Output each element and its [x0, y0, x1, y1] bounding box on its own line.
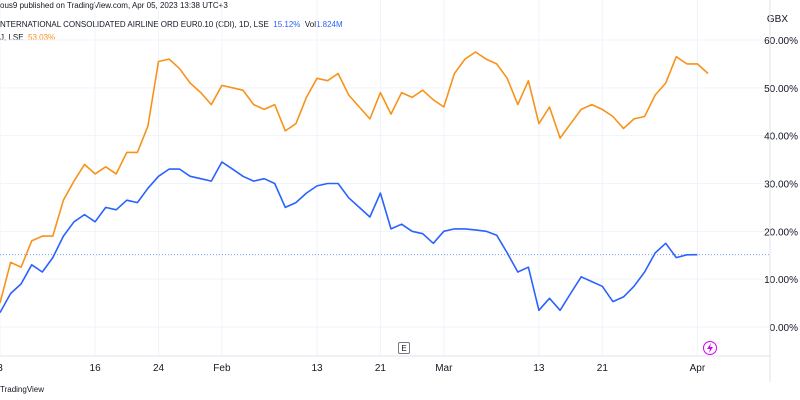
bolt-icon[interactable]: [703, 341, 717, 355]
y-axis: GBX 0.00% 10.00% 20.00% 30.00% 40.00% 50.00% 6…: [764, 14, 798, 334]
symbol1-vol-label: Vol: [304, 20, 316, 29]
symbol1-legend: NTERNATIONAL CONSOLIDATED AIRLINE ORD EU…: [0, 20, 343, 29]
x-tick-label: 16: [90, 363, 102, 374]
chart-header: ous9 published on TradingView.com, Apr 0…: [0, 0, 800, 46]
y-tick-label: 60.00%: [764, 36, 798, 47]
y-tick-label: 30.00%: [764, 180, 798, 191]
symbol2-legend: J, LSE 53.03%: [0, 33, 55, 42]
series-line-blue: [0, 161, 698, 313]
y-tick-label: 20.00%: [764, 227, 798, 238]
currency-label: GBX: [767, 14, 788, 25]
x-tick-label: 24: [153, 363, 165, 374]
symbol1-name: NTERNATIONAL CONSOLIDATED AIRLINE ORD EU…: [0, 20, 269, 29]
symbol1-vol: 1.824M: [315, 20, 343, 29]
x-tick-label: Feb: [213, 363, 231, 374]
y-tick-label: 50.00%: [764, 84, 798, 95]
series-line-orange: [0, 51, 709, 304]
symbol1-change: 15.12%: [273, 20, 301, 29]
tradingview-footer: TradingView: [0, 385, 45, 394]
y-tick-label: 10.00%: [764, 275, 798, 286]
x-tick-label: 3: [0, 363, 3, 374]
series-lines: [0, 51, 709, 313]
x-tick-label: 21: [597, 363, 609, 374]
symbol2-name: J, LSE: [0, 33, 24, 42]
grid: [0, 0, 770, 356]
x-tick-label: 13: [533, 363, 545, 374]
y-tick-label: 0.00%: [770, 323, 798, 334]
x-tick-label: 21: [375, 363, 387, 374]
x-axis: 3 16 24 Feb 13 21 Mar 13 21 Apr: [0, 363, 706, 374]
earnings-marker[interactable]: E: [398, 342, 410, 354]
symbol2-change: 53.03%: [28, 33, 56, 42]
x-tick-label: Mar: [435, 363, 453, 374]
x-tick-label: Apr: [690, 363, 706, 374]
x-tick-label: 13: [311, 363, 323, 374]
y-tick-label: 40.00%: [764, 132, 798, 143]
published-line: ous9 published on TradingView.com, Apr 0…: [0, 1, 228, 10]
